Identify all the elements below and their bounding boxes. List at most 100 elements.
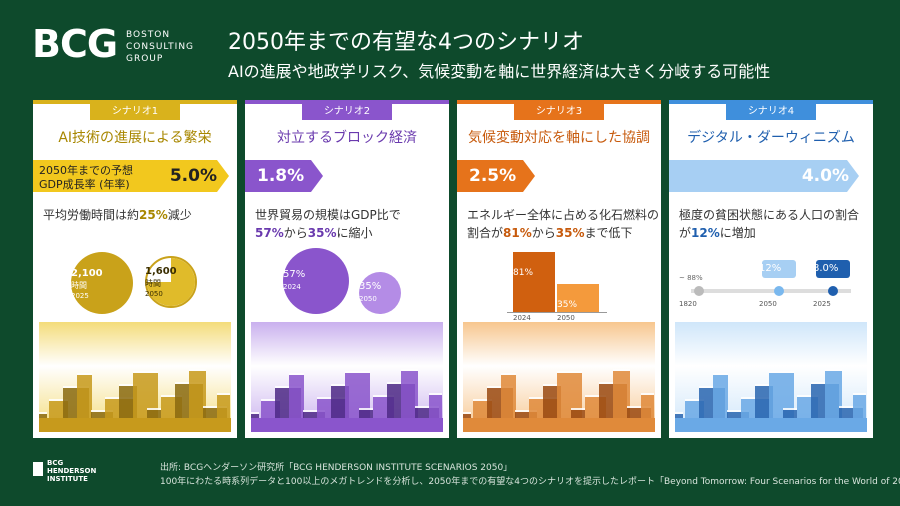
card-top-strip xyxy=(669,100,873,104)
description-line: 平均労働時間は約25%減少 xyxy=(43,206,192,224)
card-heading: 対立するブロック経済 xyxy=(277,130,417,146)
building xyxy=(825,369,842,432)
card-heading: 気候変動対応を軸にした協調 xyxy=(468,130,650,146)
description-text: から xyxy=(283,226,308,240)
building xyxy=(501,373,516,432)
ground xyxy=(251,418,443,432)
circle-unit c: 時間 xyxy=(145,279,161,288)
growth-band xyxy=(457,160,535,192)
bar-year c: 2050 xyxy=(557,314,575,322)
bar xyxy=(557,284,599,312)
description-text: 35% xyxy=(555,226,585,240)
illustration xyxy=(463,322,655,432)
description-text: 25% xyxy=(139,208,168,222)
scenario-card: シナリオ2 対立するブロック経済 1.8% 世界貿易の規模はGDP比で 57%から35%… xyxy=(245,100,449,438)
footer-logo: BCG xyxy=(47,459,64,467)
bar-value c: 35% xyxy=(557,300,578,310)
source: 100年にわたる時系列データと100以上のメガトレンドを分析し、2050年までの… xyxy=(160,477,900,487)
circle-year c: 2050 xyxy=(359,295,377,303)
scenario-tag: シナリオ1 xyxy=(90,104,180,120)
footer-icon xyxy=(33,462,43,476)
circle-value c: 57% xyxy=(283,269,306,280)
description-text: 減少 xyxy=(167,208,192,222)
building xyxy=(401,369,418,432)
circle-value c: 2,100 xyxy=(71,268,103,279)
circle-year c: 2025 xyxy=(71,292,89,300)
subtitle: AIの進展や地政学リスク、気候変動を軸に世界経済は大きく分岐する可能性 xyxy=(228,62,771,81)
building xyxy=(77,373,92,432)
description-text: 極度の貧困状態にある人口の割合 xyxy=(679,208,860,222)
description-line: 極度の貧困状態にある人口の割合 xyxy=(679,206,859,224)
timeline-year c: 1820 xyxy=(679,300,697,308)
growth-value: 5.0% xyxy=(169,166,217,186)
card-heading: AI技術の進展による繁栄 xyxy=(58,130,212,146)
circle-year c: 2050 xyxy=(145,290,163,298)
growth-band xyxy=(669,160,859,192)
description-text: に縮小 xyxy=(336,226,373,240)
illustration xyxy=(675,322,867,432)
circle xyxy=(71,252,133,314)
scenario-card: シナリオ3 気候変動対応を軸にした協調 2.5% エネルギー全体に占める化石燃料の 割合… xyxy=(457,100,661,438)
timeline-dot xyxy=(774,286,784,296)
description-text: 世界貿易の規模はGDP比で xyxy=(255,208,401,222)
description-line: が12%に増加 xyxy=(679,224,756,242)
timeline-pill xyxy=(816,260,850,278)
description-line: 世界貿易の規模はGDP比で xyxy=(255,206,401,224)
logo: BCG xyxy=(32,22,118,66)
description-text: 12% xyxy=(691,226,720,240)
scenario-tag: シナリオ2 xyxy=(302,104,392,120)
card-top-strip xyxy=(457,100,661,104)
timeline-value c: 8.0% xyxy=(813,263,839,274)
circle-value c: 35% xyxy=(359,281,382,292)
baseline xyxy=(507,312,607,313)
timeline-value c: 12% xyxy=(759,263,782,274)
bar-year c: 2024 xyxy=(513,314,531,322)
timeline-dot xyxy=(694,286,704,296)
growth-band xyxy=(33,160,229,192)
title: 2050年までの有望な4つのシナリオ xyxy=(228,30,584,55)
growth-band xyxy=(245,160,323,192)
scenario-card: シナリオ1 AI技術の進展による繁栄 2050年までの予想 GDP成長率 (年率) 5.… xyxy=(33,100,237,438)
ground xyxy=(39,418,231,432)
bar xyxy=(513,252,555,312)
card-heading: デジタル・ダーウィニズム xyxy=(687,130,855,146)
building xyxy=(613,369,630,432)
description-text: まで低下 xyxy=(584,226,633,240)
logo-line: GROUP xyxy=(126,54,164,64)
circle-year c: 2024 xyxy=(283,283,301,291)
building xyxy=(289,373,304,432)
logo-line: CONSULTING xyxy=(126,42,195,52)
growth-label: GDP成長率 (年率) xyxy=(39,178,130,191)
illustration xyxy=(251,322,443,432)
description-text: に増加 xyxy=(719,226,756,240)
bar-value c: 81% xyxy=(513,268,534,278)
circle-unit c: 時間 xyxy=(71,281,87,290)
logo-line: BOSTON xyxy=(126,30,171,40)
card-top-strip xyxy=(33,100,237,104)
building xyxy=(713,373,728,432)
timeline-year c: 2050 xyxy=(759,300,777,308)
card-top-strip xyxy=(245,100,449,104)
growth-value: 2.5% xyxy=(469,166,517,186)
description-text: 57% xyxy=(255,226,284,240)
growth-label: 2050年までの予想 xyxy=(39,164,133,177)
timeline xyxy=(691,289,851,293)
growth-value: 4.0% xyxy=(801,166,849,186)
building xyxy=(189,369,206,432)
description-text: 35% xyxy=(307,226,337,240)
timeline-value c: ~ 88% xyxy=(679,274,703,282)
source: 出所: BCGヘンダーソン研究所「BCG HENDERSON INSTITUTE… xyxy=(160,463,513,473)
description-text: 平均労働時間は約 xyxy=(43,208,140,222)
circle-value c: 1,600 xyxy=(145,266,177,277)
description-line: エネルギー全体に占める化石燃料の xyxy=(467,206,659,224)
timeline-dot xyxy=(828,286,838,296)
ground xyxy=(675,418,867,432)
timeline-pill xyxy=(762,260,796,278)
description-text: から xyxy=(531,226,556,240)
ground xyxy=(463,418,655,432)
description-line: 57%から35%に縮小 xyxy=(255,224,373,242)
growth-value: 1.8% xyxy=(257,166,305,186)
footer-logo: INSTITUTE xyxy=(47,475,88,483)
